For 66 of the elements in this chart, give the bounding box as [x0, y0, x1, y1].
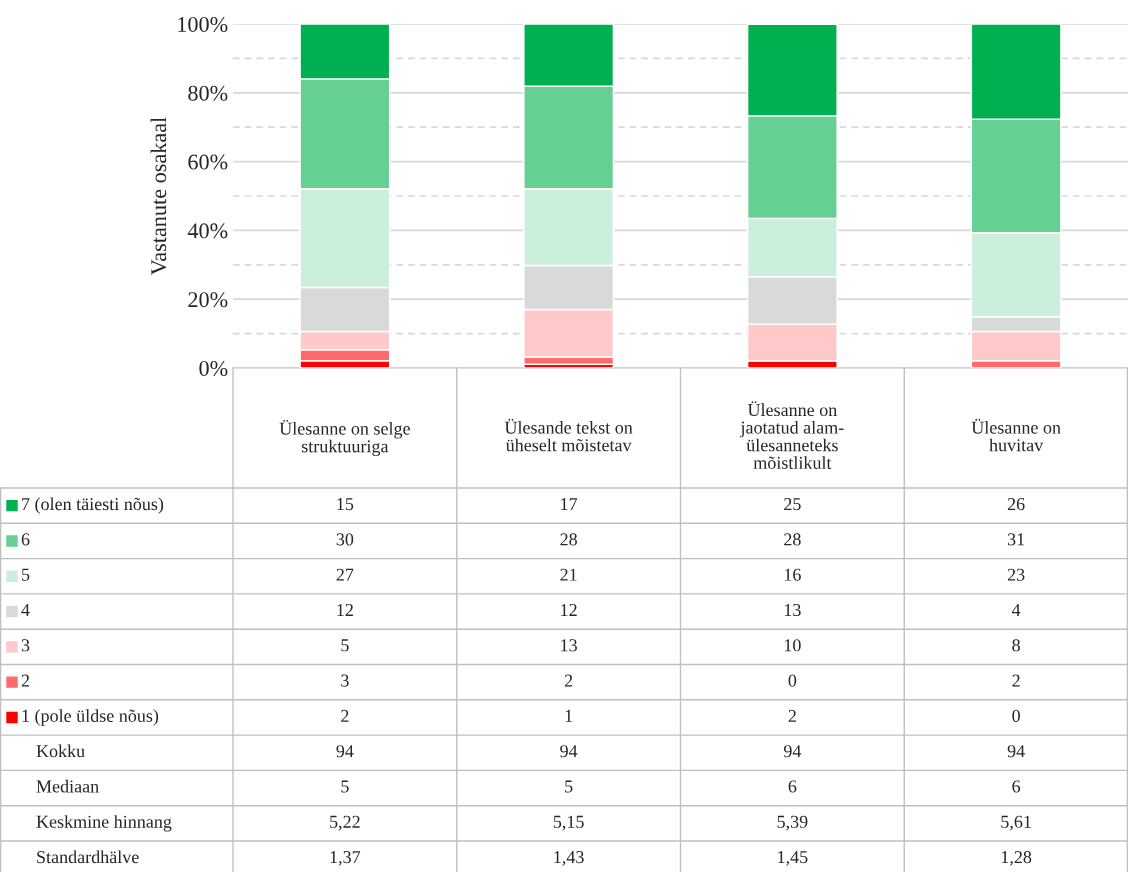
text: 2: [564, 674, 573, 687]
text: 5: [341, 780, 349, 793]
y-tick-label: 60%: [188, 154, 228, 170]
text: 5,22: [330, 815, 360, 831]
text: 5,15: [553, 815, 584, 831]
text: Mediaan: [36, 779, 99, 793]
text: 2: [341, 709, 349, 722]
x-tick-label: Ülesande tekst on üheselt mõistetav: [504, 418, 633, 452]
y-tick-label: 20%: [188, 292, 228, 308]
text: 13: [561, 639, 577, 652]
text: 12: [337, 603, 353, 616]
text: 94: [783, 745, 802, 758]
legend-label: 4: [21, 604, 30, 616]
text: 2: [788, 709, 796, 722]
text: 4: [1011, 604, 1021, 616]
text: 94: [1007, 745, 1025, 758]
text: 28: [784, 533, 801, 546]
text: 6: [1012, 780, 1021, 793]
text: 1: [565, 709, 573, 722]
legend-label: 6: [21, 533, 30, 546]
text: 5: [341, 639, 349, 652]
text: 5,39: [777, 815, 808, 831]
legend-label: 2: [21, 674, 30, 687]
x-tick-label: Ülesanne on jaotatud alam- ülesanneteks mõistlikult: [739, 401, 844, 469]
text: 0: [788, 674, 797, 687]
text: 17: [561, 498, 578, 510]
text: 25: [784, 498, 801, 511]
text: Keskmine hinnang: [36, 815, 172, 832]
legend-label: 7 (olen täiesti nõus): [22, 497, 164, 514]
y-tick-label: 40%: [187, 223, 228, 239]
text: 1,43: [554, 851, 584, 866]
legend-label: 3: [21, 639, 30, 652]
legend-label: 5: [22, 568, 30, 581]
text: Standardhälve: [37, 850, 139, 864]
text: 5,61: [1001, 815, 1031, 831]
x-tick-label: Ülesanne on huvitav: [971, 418, 1061, 452]
text: 1,28: [1001, 850, 1032, 866]
text: 13: [784, 603, 801, 617]
text: 31: [1007, 533, 1025, 546]
text: 28: [560, 533, 577, 546]
text: 3: [341, 674, 349, 687]
text: 5: [565, 780, 573, 793]
y-tick-label: 80%: [188, 85, 228, 101]
text: 27: [336, 568, 354, 581]
text: Kokku: [36, 744, 85, 758]
text: 0: [1012, 709, 1020, 722]
text: 94: [336, 745, 354, 758]
legend-label: 1 (pole üldse nõus): [22, 709, 159, 726]
text: 12: [561, 603, 577, 616]
x-tick-label: Ülesanne on selge struktuuriga: [279, 419, 410, 457]
text: 10: [784, 639, 801, 652]
y-tick-label: 100%: [178, 16, 228, 32]
text: 21: [560, 568, 577, 581]
text: 2: [1012, 674, 1020, 687]
text: 8: [1012, 639, 1020, 652]
y-tick-label: 0%: [199, 360, 228, 376]
text: 94: [560, 745, 578, 758]
text: 26: [1007, 498, 1025, 511]
text: 15: [337, 498, 354, 511]
text: 1,37: [330, 851, 361, 866]
text: 23: [1007, 568, 1025, 581]
text: 16: [784, 568, 801, 581]
text: 30: [336, 533, 354, 546]
text: 1,45: [778, 851, 808, 866]
text: 6: [788, 780, 797, 793]
y-axis-title: Vastanute osakaal: [150, 117, 167, 276]
